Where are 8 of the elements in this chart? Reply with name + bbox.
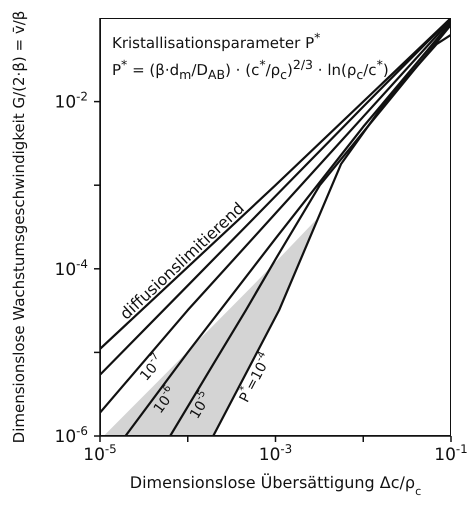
y-tick-label: 10$^{-4}$ <box>54 256 88 280</box>
annotation: Kristallisationsparameter P$^{*}$ <box>112 29 322 54</box>
x-axis-title: Dimensionslose Übersättigung Δc/ρ$_{c}$ <box>130 473 422 498</box>
y-axis-title: Dimensionslose Wachstumsgeschwindigkeit G/(2·β) = v̄/β <box>10 10 28 444</box>
x-tick-label: 10$^{-1}$ <box>434 442 468 465</box>
y-tick-label: 10$^{-2}$ <box>54 90 88 113</box>
text: P$^{*}$ = (β·d$_{m}$/D$_{AB}$) · (c$^{*}$/ρ$_{c}$)$^{2/3}$ · ln(ρ$_{c}$/c$^{*}$) <box>112 57 389 82</box>
x-tick-label: 10$^{-3}$ <box>258 442 292 465</box>
